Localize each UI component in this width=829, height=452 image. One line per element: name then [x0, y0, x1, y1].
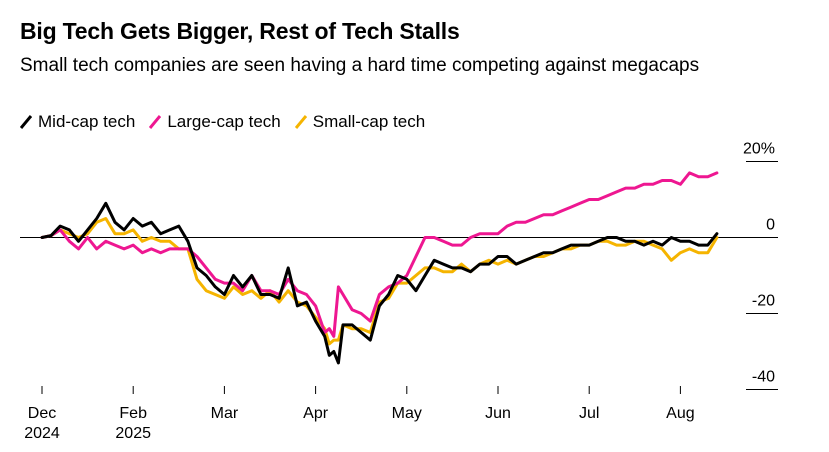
y-tick-label: -40 [752, 369, 775, 386]
x-tick-label: Dec [28, 405, 56, 422]
legend-label-mid: Mid-cap tech [38, 112, 136, 131]
x-tick-label: 2025 [115, 425, 151, 442]
y-tick-label: 20% [743, 141, 775, 158]
x-tick-label: Jun [485, 405, 511, 422]
legend-item-large: Large-cap tech [149, 112, 281, 132]
legend-swatch-small-icon [294, 115, 307, 129]
legend-item-mid: Mid-cap tech [20, 112, 135, 132]
legend-item-small: Small-cap tech [294, 112, 426, 132]
legend-label-small: Small-cap tech [312, 112, 426, 131]
chart-title: Big Tech Gets Bigger, Rest of Tech Stall… [20, 18, 460, 44]
x-tick-label: Feb [119, 405, 147, 422]
legend: Mid-cap tech Large-cap tech Small-cap te… [20, 112, 425, 132]
y-tick-label: -20 [752, 293, 775, 310]
x-tick-label: Jul [579, 405, 599, 422]
series-line-large [40, 171, 719, 338]
y-tick-label: 0 [766, 217, 775, 234]
x-tick-label: May [392, 405, 422, 422]
chart-subtitle: Small tech companies are seen having a h… [20, 55, 700, 76]
legend-label-large: Large-cap tech [167, 112, 281, 131]
series-line-mid [40, 201, 719, 365]
x-tick-label: 2024 [24, 425, 60, 442]
x-tick-label: Mar [211, 405, 239, 422]
legend-swatch-mid-icon [20, 115, 32, 129]
x-tick-label: Aug [666, 405, 694, 422]
legend-swatch-large-icon [149, 115, 162, 129]
x-tick-label: Apr [303, 405, 329, 422]
